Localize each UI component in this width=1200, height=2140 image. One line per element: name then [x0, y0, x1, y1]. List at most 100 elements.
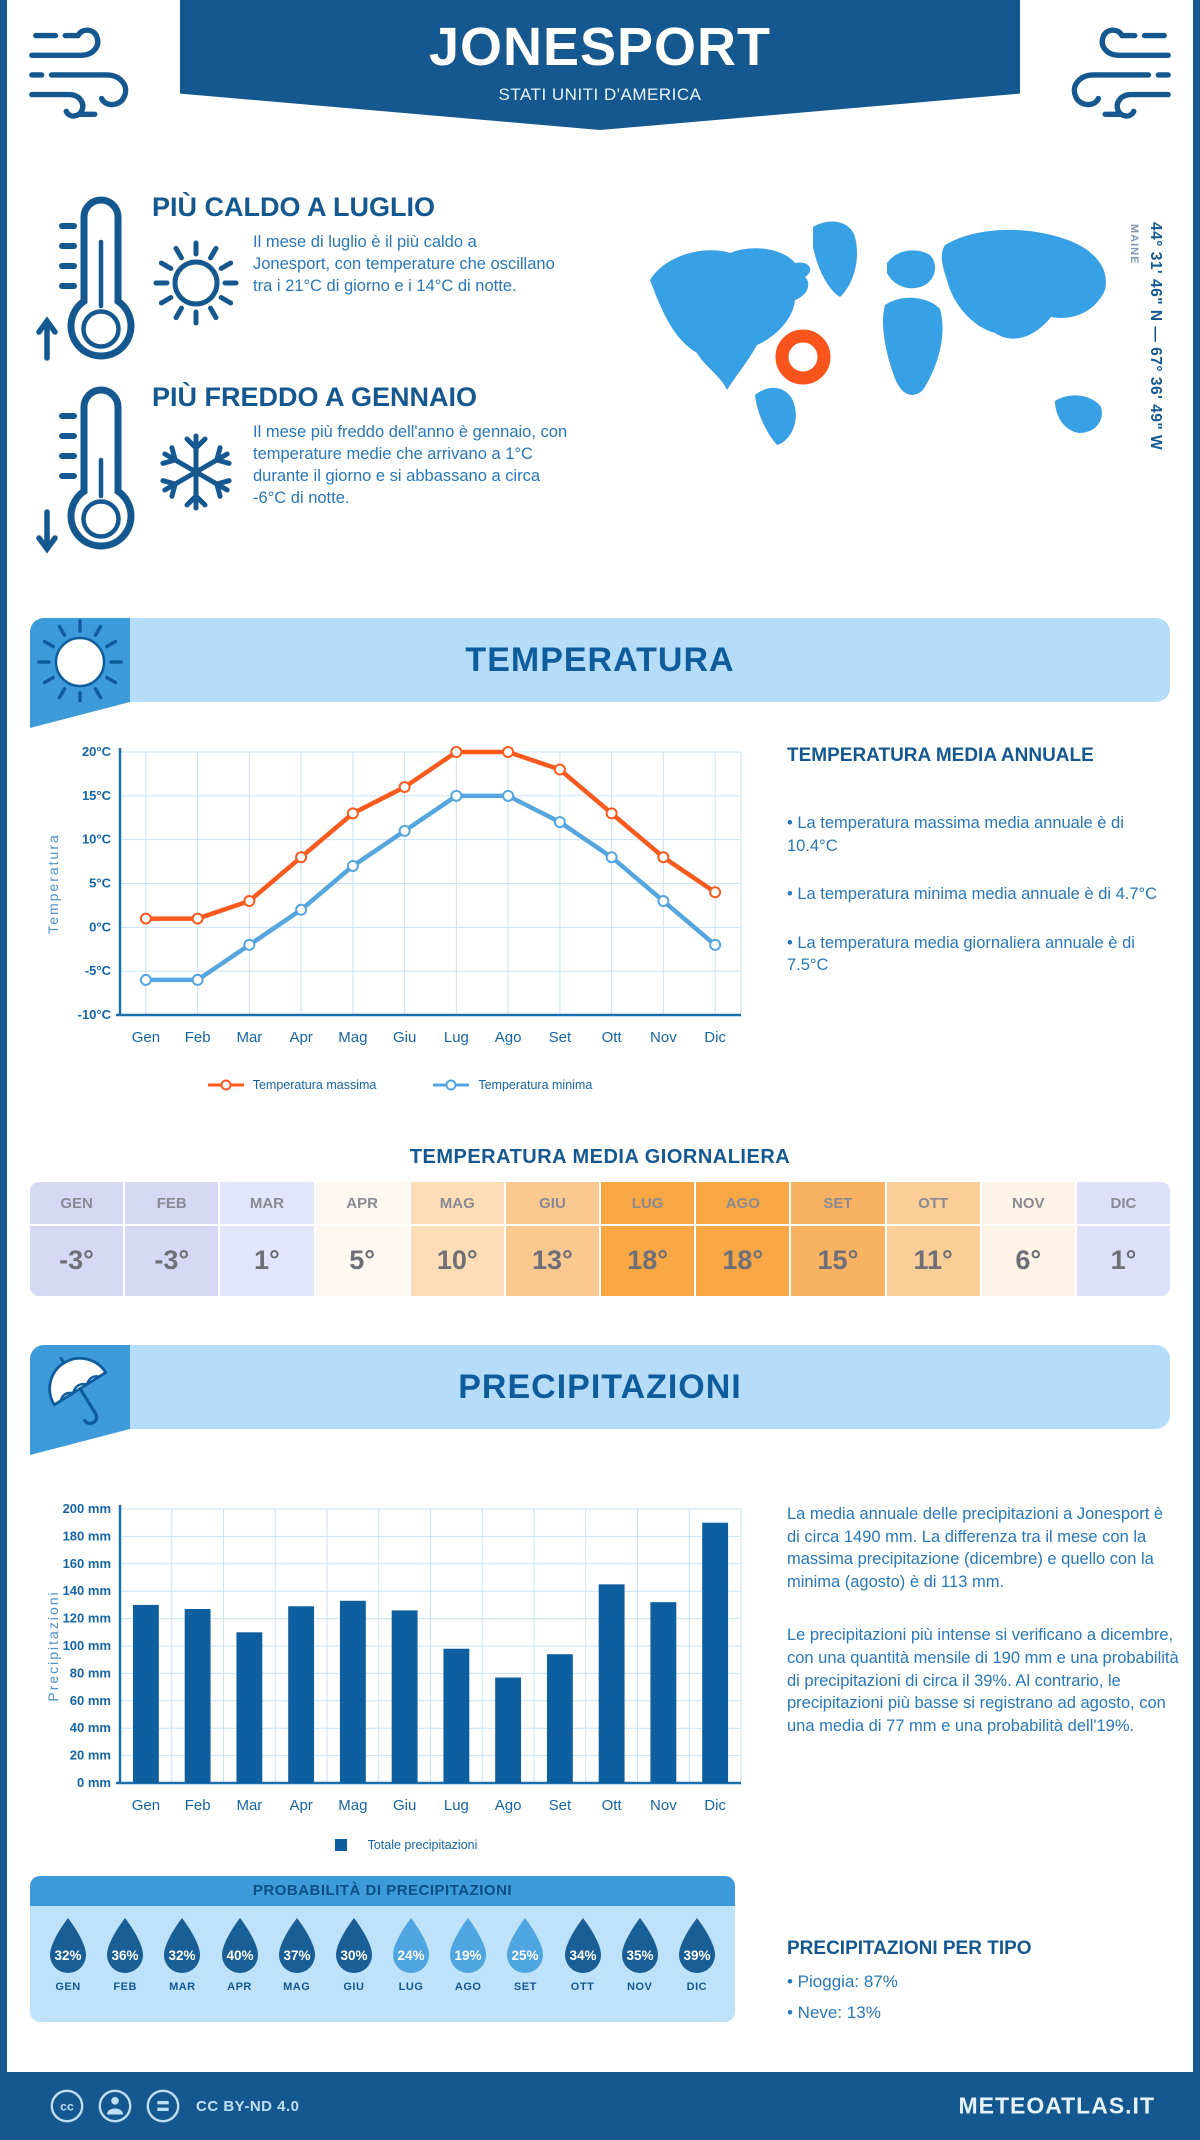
probability-drop-gen: 32% GEN	[42, 1916, 94, 1993]
snowflake-icon	[152, 428, 240, 516]
probability-drop-ago: 19% AGO	[442, 1916, 494, 1993]
legend-item: Temperatura minima	[432, 1078, 592, 1092]
probability-drop-dic: 39% DIC	[671, 1916, 723, 1993]
type-bullet: • Neve: 13%	[787, 2003, 881, 2023]
svg-text:60 mm: 60 mm	[70, 1693, 111, 1708]
umbrella-icon	[48, 1356, 108, 1426]
month-column-gen: GEN -3°	[30, 1182, 126, 1296]
precipitation-probability-title: PROBABILITÀ DI PRECIPITAZIONI	[30, 1876, 735, 1906]
footer: cc CC BY-ND 4.0 METEOATLAS.IT	[0, 2072, 1200, 2140]
svg-text:Dic: Dic	[704, 1029, 726, 1046]
svg-text:Lug: Lug	[444, 1797, 469, 1814]
probability-drop-mar: 32% MAR	[156, 1916, 208, 1993]
month-header: OTT	[886, 1182, 980, 1226]
svg-text:Mar: Mar	[236, 1797, 262, 1814]
month-header: MAR	[220, 1182, 314, 1226]
svg-text:5°C: 5°C	[89, 876, 111, 891]
cold-title: PIÙ FREDDO A GENNAIO	[152, 382, 478, 412]
month-header: APR	[315, 1182, 409, 1226]
daily-temperature-table: GEN -3° FEB -3° MAR 1° APR 5° MAG 10° GIU 13° LUG 18°…	[30, 1182, 1170, 1296]
svg-text:Feb: Feb	[185, 1029, 211, 1046]
annual-temperature-bullets: • La temperatura massima media annuale è…	[787, 812, 1179, 1003]
umbrella-tab	[30, 1345, 130, 1429]
svg-text:Ago: Ago	[495, 1797, 522, 1814]
month-temperature: 15°	[817, 1245, 859, 1275]
month-column-mar: MAR 1°	[220, 1182, 316, 1296]
svg-text:Apr: Apr	[289, 1029, 312, 1046]
month-column-lug: LUG 18°	[601, 1182, 697, 1296]
probability-drop-ott: 34% OTT	[557, 1916, 609, 1993]
svg-text:Dic: Dic	[704, 1797, 726, 1814]
drop-month-label: LUG	[398, 1981, 424, 1993]
svg-text:32%: 32%	[54, 1948, 81, 1963]
svg-text:35%: 35%	[626, 1948, 653, 1963]
drop-month-label: OTT	[570, 1981, 595, 1993]
location-banner: JONESPORT STATI UNITI D'AMERICA	[180, 0, 1020, 130]
precipitation-paragraph: La media annuale delle precipitazioni a …	[787, 1505, 1164, 1591]
svg-text:10°C: 10°C	[82, 832, 112, 847]
svg-text:40%: 40%	[226, 1948, 253, 1963]
drop-month-label: SET	[513, 1981, 537, 1993]
person-icon	[98, 2089, 132, 2123]
precipitation-section-title: PRECIPITAZIONI	[458, 1368, 742, 1406]
month-header: SET	[791, 1182, 885, 1226]
svg-text:cc: cc	[60, 2099, 74, 2113]
svg-text:24%: 24%	[398, 1948, 425, 1963]
svg-text:Mar: Mar	[236, 1029, 262, 1046]
svg-text:Mag: Mag	[338, 1029, 367, 1046]
type-bullet: • Pioggia: 87%	[787, 1972, 898, 1991]
month-column-apr: APR 5°	[315, 1182, 411, 1296]
precipitation-section-banner: PRECIPITAZIONI	[30, 1345, 1170, 1455]
svg-text:25%: 25%	[512, 1948, 539, 1963]
month-header: GIU	[505, 1182, 600, 1226]
svg-text:19%: 19%	[455, 1948, 482, 1963]
svg-text:140 mm: 140 mm	[63, 1583, 111, 1598]
svg-text:160 mm: 160 mm	[63, 1556, 111, 1571]
precipitation-summary: La media annuale delle precipitazioni a …	[787, 1503, 1179, 1737]
drop-month-label: APR	[227, 1981, 252, 1993]
precipitation-chart-legend: Totale precipitazioni	[42, 1838, 757, 1852]
equals-icon	[146, 2089, 180, 2123]
svg-text:Set: Set	[549, 1029, 572, 1046]
page-title: JONESPORT	[428, 17, 772, 77]
month-temperature: 1°	[1110, 1245, 1137, 1275]
svg-text:34%: 34%	[569, 1948, 596, 1963]
daily-temperature-title: TEMPERATURA MEDIA GIORNALIERA	[409, 1146, 791, 1168]
svg-text:-10°C: -10°C	[78, 1007, 112, 1022]
annual-bullet: • La temperatura massima media annuale è…	[787, 814, 1124, 855]
license-label: CC BY-ND 4.0	[196, 2097, 300, 2115]
month-column-mag: MAG 10°	[410, 1182, 506, 1296]
svg-text:Giu: Giu	[393, 1797, 416, 1814]
svg-text:Giu: Giu	[393, 1029, 416, 1046]
sun-icon	[37, 619, 123, 705]
probability-drop-set: 25% SET	[499, 1916, 551, 1993]
annual-bullet: • La temperatura media giornaliera annua…	[787, 933, 1135, 975]
svg-text:40 mm: 40 mm	[70, 1720, 111, 1735]
svg-text:120 mm: 120 mm	[63, 1611, 111, 1626]
svg-text:Mag: Mag	[338, 1797, 367, 1814]
svg-text:0 mm: 0 mm	[77, 1775, 111, 1790]
svg-text:Ago: Ago	[495, 1029, 522, 1046]
month-temperature: 18°	[627, 1245, 669, 1275]
svg-text:Gen: Gen	[132, 1797, 160, 1814]
month-column-set: SET 15°	[791, 1182, 887, 1296]
svg-text:Gen: Gen	[132, 1029, 160, 1046]
coordinates-label: 44° 31' 46" N — 67° 36' 49" W	[1147, 222, 1164, 451]
thermometer-down-icon	[36, 386, 135, 554]
svg-text:Precipitazioni: Precipitazioni	[45, 1590, 61, 1701]
svg-text:Nov: Nov	[650, 1797, 677, 1814]
page-border-right	[1193, 0, 1200, 2072]
wind-icon	[29, 27, 129, 119]
month-header: GEN	[30, 1182, 124, 1226]
page-subtitle: STATI UNITI D'AMERICA	[498, 85, 702, 104]
month-temperature: 10°	[436, 1245, 478, 1275]
svg-text:Apr: Apr	[289, 1797, 312, 1814]
drop-month-label: AGO	[454, 1981, 482, 1993]
cc-icon: cc	[50, 2089, 84, 2123]
svg-text:Ott: Ott	[602, 1029, 623, 1046]
svg-text:100 mm: 100 mm	[63, 1638, 111, 1653]
svg-text:39%: 39%	[683, 1948, 710, 1963]
month-temperature: 5°	[349, 1245, 376, 1275]
drop-month-label: FEB	[113, 1981, 137, 1993]
